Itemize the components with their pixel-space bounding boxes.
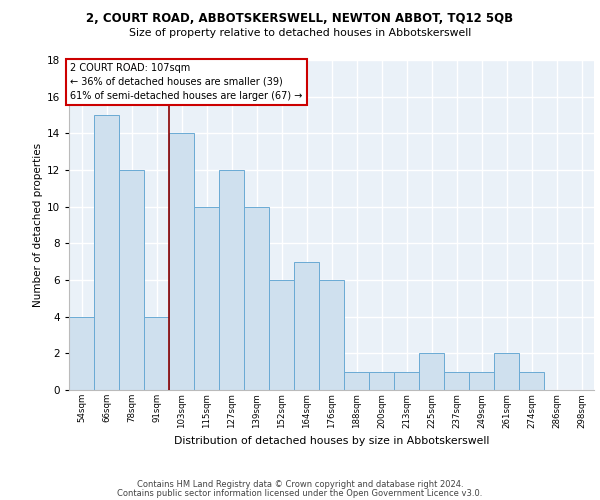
- Bar: [344, 372, 369, 390]
- Bar: [319, 280, 344, 390]
- Text: Contains public sector information licensed under the Open Government Licence v3: Contains public sector information licen…: [118, 488, 482, 498]
- Bar: [419, 354, 444, 390]
- Bar: [519, 372, 544, 390]
- X-axis label: Distribution of detached houses by size in Abbotskerswell: Distribution of detached houses by size …: [174, 436, 489, 446]
- Bar: [469, 372, 494, 390]
- Bar: [144, 316, 169, 390]
- Bar: [194, 206, 219, 390]
- Bar: [269, 280, 294, 390]
- Text: 2, COURT ROAD, ABBOTSKERSWELL, NEWTON ABBOT, TQ12 5QB: 2, COURT ROAD, ABBOTSKERSWELL, NEWTON AB…: [86, 12, 514, 26]
- Bar: [294, 262, 319, 390]
- Text: Contains HM Land Registry data © Crown copyright and database right 2024.: Contains HM Land Registry data © Crown c…: [137, 480, 463, 489]
- Bar: [494, 354, 519, 390]
- Text: 2 COURT ROAD: 107sqm
← 36% of detached houses are smaller (39)
61% of semi-detac: 2 COURT ROAD: 107sqm ← 36% of detached h…: [70, 62, 302, 101]
- Text: Size of property relative to detached houses in Abbotskerswell: Size of property relative to detached ho…: [129, 28, 471, 38]
- Bar: [444, 372, 469, 390]
- Bar: [369, 372, 394, 390]
- Bar: [244, 206, 269, 390]
- Bar: [169, 134, 194, 390]
- Y-axis label: Number of detached properties: Number of detached properties: [32, 143, 43, 307]
- Bar: [219, 170, 244, 390]
- Bar: [94, 115, 119, 390]
- Bar: [394, 372, 419, 390]
- Bar: [119, 170, 144, 390]
- Bar: [69, 316, 94, 390]
